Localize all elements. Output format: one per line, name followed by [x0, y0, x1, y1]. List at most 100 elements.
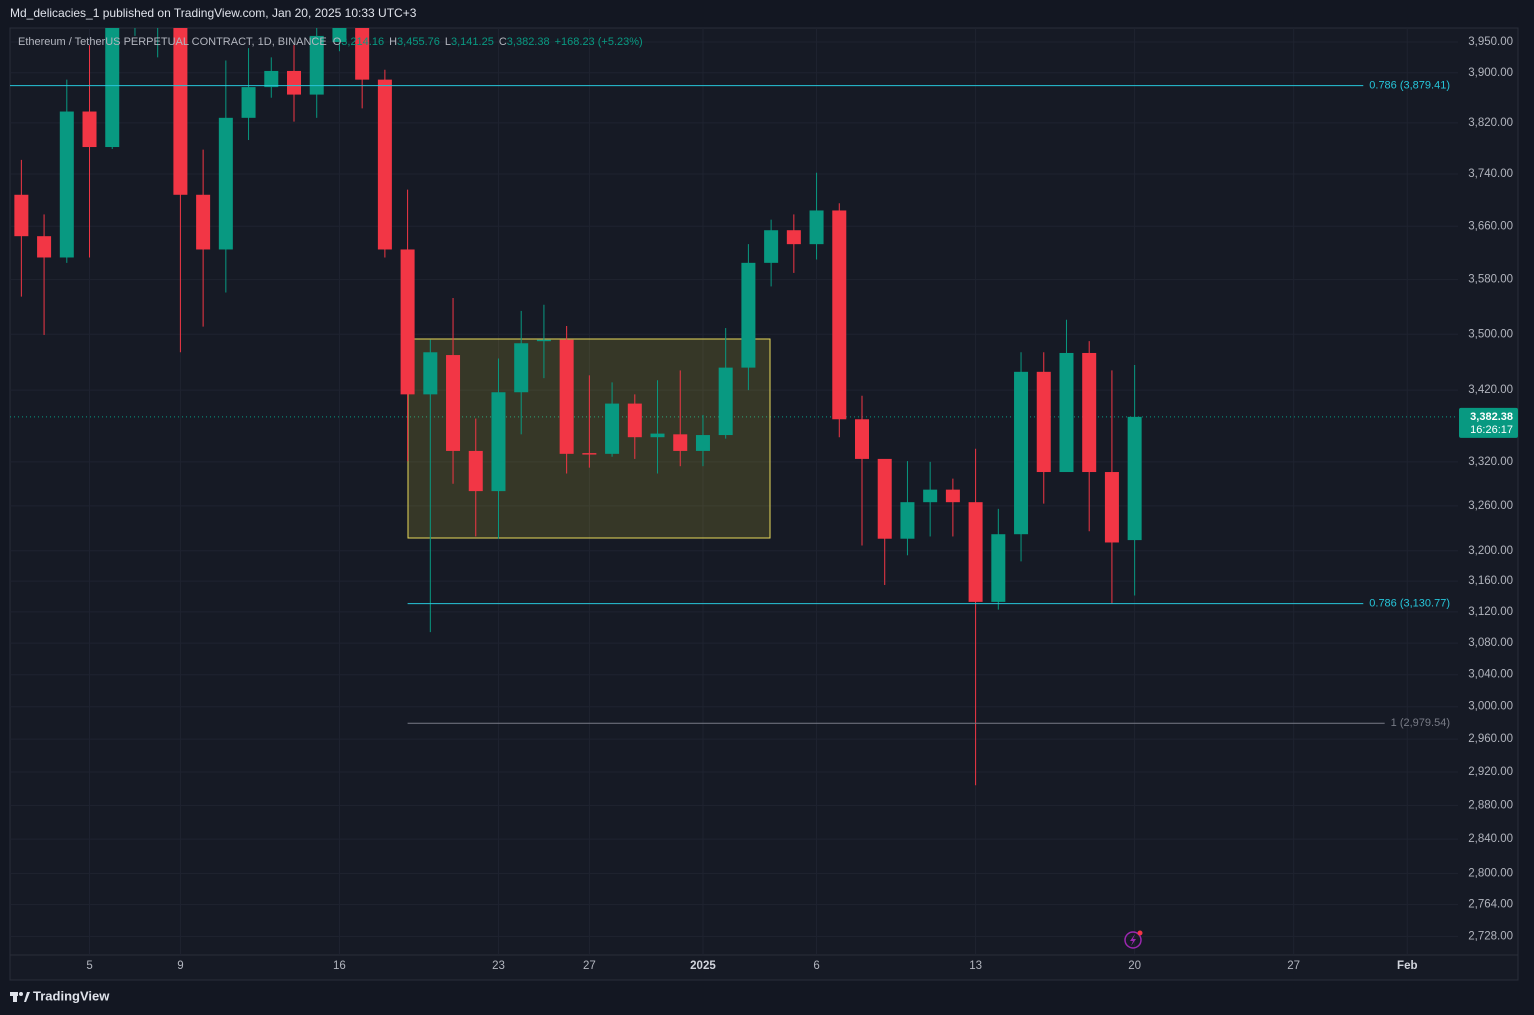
- y-tick-label: 3,740.00: [1468, 168, 1513, 180]
- symbol-header: Ethereum / TetherUS PERPETUAL CONTRACT, …: [18, 36, 643, 48]
- alert-icon: [1124, 930, 1143, 949]
- candle-body: [582, 453, 597, 455]
- y-tick-label: 3,500.00: [1468, 328, 1513, 340]
- candle-body: [877, 458, 892, 539]
- plot-area: [10, 28, 1385, 786]
- candle-body: [1127, 416, 1142, 541]
- candle-body: [59, 111, 74, 258]
- y-tick-label: 3,420.00: [1468, 384, 1513, 396]
- candle-body: [37, 236, 52, 258]
- y-tick-label: 3,260.00: [1468, 500, 1513, 512]
- ohlc-value: 3,214.16: [341, 36, 384, 48]
- candle-body: [377, 79, 392, 250]
- y-tick-label: 2,880.00: [1468, 799, 1513, 811]
- candle-body: [627, 403, 642, 438]
- candle-body: [832, 210, 847, 420]
- candle-body: [196, 194, 211, 250]
- y-tick-label: 2,920.00: [1468, 766, 1513, 778]
- x-tick-label: 5: [86, 960, 92, 972]
- y-tick-label: 3,950.00: [1468, 36, 1513, 48]
- candle-body: [741, 262, 756, 368]
- ohlc-key: H: [389, 36, 397, 48]
- candle-body: [355, 28, 370, 80]
- y-tick-label: 3,160.00: [1468, 575, 1513, 587]
- candle-body: [1014, 371, 1029, 535]
- candle-body: [559, 339, 574, 454]
- countdown: 16:26:17: [1470, 424, 1513, 436]
- candle-body: [1036, 371, 1051, 473]
- x-tick-label: 9: [177, 960, 183, 972]
- candle-body: [423, 352, 438, 395]
- x-tick-label: 20: [1128, 960, 1141, 972]
- candle-body: [923, 489, 938, 503]
- x-tick-label: 2025: [690, 960, 716, 972]
- candle-body: [786, 230, 801, 245]
- candle-body: [695, 435, 710, 451]
- candle-body: [764, 230, 779, 263]
- y-tick-label: 2,800.00: [1468, 867, 1513, 879]
- candle-body: [991, 534, 1006, 602]
- change: +168.23 (+5.23%): [555, 36, 643, 48]
- published-note: Md_delicacies_1 published on TradingView…: [10, 6, 417, 20]
- ohlc-value: 3,455.76: [397, 36, 440, 48]
- candle-body: [1082, 352, 1097, 473]
- y-tick-label: 3,080.00: [1468, 637, 1513, 649]
- candle-body: [855, 419, 869, 459]
- candle-body: [105, 28, 120, 148]
- x-tick-label: 16: [333, 960, 346, 972]
- last-price-label: 3,382.38: [1470, 411, 1513, 423]
- candle-body: [900, 502, 915, 539]
- chart-panel: [9, 27, 1519, 981]
- candle-body: [218, 117, 233, 250]
- x-tick-label: 6: [813, 960, 819, 972]
- candle-body: [1104, 472, 1119, 543]
- brand: TradingView: [33, 988, 110, 1003]
- y-tick-label: 3,900.00: [1468, 67, 1513, 79]
- symbol: Ethereum / TetherUS PERPETUAL CONTRACT, …: [18, 36, 327, 48]
- x-tick-label: 23: [492, 960, 505, 972]
- candle-body: [1059, 352, 1074, 473]
- candle-body: [309, 35, 324, 95]
- candle-body: [264, 70, 279, 88]
- candle-body: [468, 450, 483, 492]
- candle-body: [605, 403, 620, 454]
- level-label: 0.786 (3,879.41): [1369, 80, 1450, 92]
- candle-body: [446, 355, 461, 451]
- candle-body: [400, 249, 415, 395]
- y-tick-label: 3,120.00: [1468, 606, 1513, 618]
- x-tick-label: 13: [969, 960, 982, 972]
- candle-body: [968, 502, 983, 602]
- x-tick-label: Feb: [1397, 960, 1417, 972]
- candle-body: [14, 194, 29, 237]
- candle-body: [536, 339, 551, 342]
- y-tick-label: 2,728.00: [1468, 930, 1513, 942]
- last-price-badge: [1459, 407, 1518, 438]
- candle-body: [809, 210, 824, 245]
- x-tick-label: 27: [1287, 960, 1300, 972]
- candle-body: [173, 28, 188, 195]
- candle-body: [241, 87, 256, 118]
- candle-body: [945, 489, 960, 503]
- candle-body: [491, 392, 506, 492]
- y-tick-label: 2,764.00: [1468, 899, 1513, 911]
- brand-logo: [10, 992, 30, 1002]
- candle-body: [82, 111, 97, 148]
- y-tick-label: 3,660.00: [1468, 220, 1513, 232]
- ohlc-key: L: [445, 36, 451, 48]
- y-tick-label: 3,320.00: [1468, 456, 1513, 468]
- ohlc-value: 3,382.38: [507, 36, 550, 48]
- y-tick-label: 3,200.00: [1468, 545, 1513, 557]
- candle-body: [332, 28, 347, 43]
- candle-body: [718, 367, 733, 436]
- ohlc-key: O: [333, 36, 342, 48]
- candle-body: [287, 70, 301, 95]
- y-tick-label: 2,960.00: [1468, 733, 1513, 745]
- ohlc-key: C: [499, 36, 507, 48]
- level-label: 0.786 (3,130.77): [1369, 598, 1450, 610]
- x-tick-label: 27: [583, 960, 596, 972]
- y-tick-label: 3,040.00: [1468, 669, 1513, 681]
- axes: 3,950.00 3,900.00 3,820.00 3,740.00 3,660.00…: [86, 36, 1518, 972]
- y-tick-label: 3,000.00: [1468, 701, 1513, 713]
- candle-body: [514, 343, 529, 393]
